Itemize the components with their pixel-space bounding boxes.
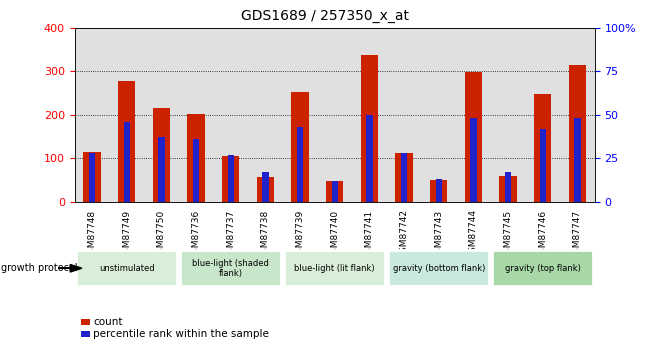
Text: percentile rank within the sample: percentile rank within the sample	[93, 329, 269, 339]
Bar	[180, 250, 281, 286]
Bar	[291, 92, 309, 202]
Bar	[76, 250, 177, 286]
Bar	[540, 129, 546, 202]
Bar	[193, 139, 199, 202]
Bar	[395, 152, 413, 202]
Bar	[326, 181, 343, 202]
Bar	[575, 118, 580, 202]
Bar	[263, 172, 268, 202]
Text: count: count	[93, 317, 122, 327]
Text: GDS1689 / 257350_x_at: GDS1689 / 257350_x_at	[241, 9, 409, 23]
Text: blue-light (shaded
flank): blue-light (shaded flank)	[192, 258, 269, 278]
Bar	[465, 72, 482, 202]
Bar	[436, 179, 442, 202]
Bar	[227, 155, 234, 202]
Bar	[187, 114, 205, 202]
Bar	[430, 180, 447, 202]
Bar	[471, 118, 476, 202]
Bar	[124, 122, 130, 202]
Bar	[361, 56, 378, 202]
Bar	[534, 94, 551, 202]
Bar	[499, 176, 517, 202]
Bar	[153, 108, 170, 202]
Bar	[297, 127, 303, 202]
Bar	[367, 115, 372, 202]
Bar	[505, 172, 511, 202]
Text: blue-light (lit flank): blue-light (lit flank)	[294, 264, 375, 273]
Bar	[222, 156, 239, 202]
Bar	[332, 181, 338, 202]
Bar	[388, 250, 489, 286]
Bar	[89, 153, 95, 202]
Bar	[257, 177, 274, 202]
Bar	[492, 250, 593, 286]
Text: gravity (top flank): gravity (top flank)	[505, 264, 580, 273]
Bar	[83, 152, 101, 202]
Text: unstimulated: unstimulated	[99, 264, 155, 273]
Bar	[401, 153, 407, 202]
Bar	[569, 66, 586, 202]
Text: gravity (bottom flank): gravity (bottom flank)	[393, 264, 485, 273]
Bar	[118, 81, 135, 202]
Bar	[159, 137, 164, 202]
Text: growth protocol: growth protocol	[1, 263, 78, 273]
Bar	[284, 250, 385, 286]
